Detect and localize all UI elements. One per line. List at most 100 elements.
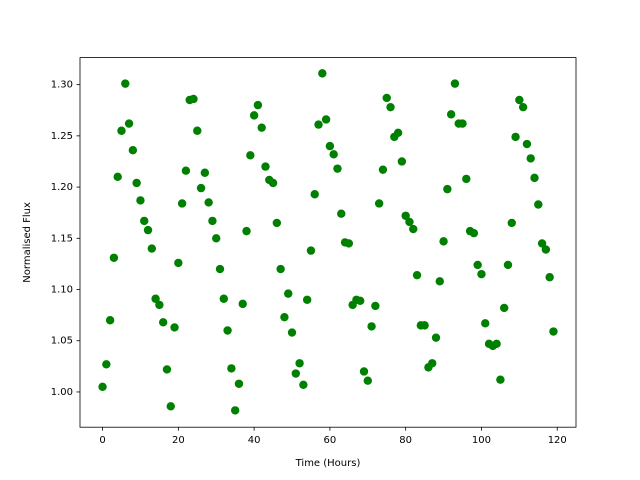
- data-point: [306, 246, 316, 255]
- data-point: [158, 318, 168, 327]
- data-point: [280, 312, 289, 322]
- data-point: [287, 328, 297, 337]
- data-point: [193, 126, 202, 135]
- x-axis-label: Time (Hours): [295, 458, 361, 469]
- data-point: [196, 183, 206, 193]
- data-point: [477, 269, 486, 279]
- data-point: [314, 120, 323, 129]
- data-point: [151, 294, 160, 303]
- data-point: [261, 162, 270, 171]
- data-point: [367, 322, 376, 331]
- data-point: [215, 264, 225, 274]
- data-point: [230, 406, 240, 415]
- data-point: [458, 119, 467, 128]
- plot-frame: [79, 57, 577, 428]
- data-point: [117, 126, 126, 135]
- y-tick-label: 1.25: [51, 131, 73, 142]
- data-point: [344, 239, 354, 248]
- data-point: [507, 218, 516, 228]
- data-point: [174, 258, 183, 268]
- data-point: [537, 239, 547, 248]
- data-point: [140, 216, 149, 226]
- x-tick-label: 40: [248, 435, 261, 446]
- y-tick-label: 1.00: [51, 387, 73, 398]
- y-tick-label: 1.10: [51, 285, 73, 296]
- data-point: [492, 339, 501, 349]
- data-point: [98, 382, 107, 392]
- data-point: [234, 379, 244, 388]
- data-point: [522, 139, 532, 149]
- data-point: [318, 69, 327, 78]
- data-point: [291, 369, 300, 378]
- data-point: [310, 190, 319, 199]
- y-tick-label: 1.15: [51, 233, 73, 244]
- data-point: [363, 376, 372, 385]
- x-tick-label: 120: [548, 435, 567, 446]
- data-point: [511, 132, 520, 142]
- data-point: [200, 168, 210, 177]
- data-point: [549, 327, 558, 336]
- data-point: [515, 95, 524, 105]
- data-point: [299, 380, 308, 389]
- data-point: [409, 224, 418, 234]
- data-point: [208, 216, 217, 226]
- data-point: [473, 260, 482, 270]
- data-point: [439, 237, 448, 246]
- data-point: [386, 102, 395, 112]
- x-tick-label: 80: [399, 435, 412, 446]
- data-point: [333, 164, 342, 173]
- data-point: [499, 303, 509, 313]
- data-point: [359, 367, 369, 376]
- x-tick-label: 60: [324, 435, 337, 446]
- data-point: [295, 359, 304, 368]
- data-point: [257, 123, 266, 132]
- data-point: [469, 228, 479, 238]
- data-point: [496, 375, 505, 384]
- data-point: [177, 199, 187, 208]
- data-point: [284, 289, 293, 298]
- data-point: [374, 199, 384, 208]
- data-point: [321, 115, 331, 124]
- data-point: [356, 296, 365, 305]
- y-axis-label: Normalised Flux: [22, 202, 33, 283]
- data-point: [219, 294, 228, 303]
- data-point: [162, 365, 172, 374]
- data-point: [170, 323, 179, 332]
- data-point: [181, 166, 191, 175]
- data-point: [143, 225, 153, 235]
- data-point: [431, 333, 441, 342]
- data-point: [204, 198, 213, 207]
- data-point: [249, 111, 259, 120]
- data-point: [147, 244, 157, 253]
- y-tick-label: 1.05: [51, 336, 73, 347]
- data-point: [325, 141, 335, 151]
- data-point: [276, 264, 285, 274]
- data-point: [450, 79, 460, 88]
- data-point: [105, 316, 115, 325]
- data-point: [518, 102, 528, 112]
- y-tick-label: 1.20: [51, 182, 73, 193]
- data-point: [412, 270, 422, 280]
- data-point: [121, 79, 130, 88]
- data-point: [393, 128, 403, 137]
- data-point: [246, 151, 255, 160]
- data-point: [189, 94, 198, 104]
- data-point: [253, 100, 263, 110]
- data-point: [128, 146, 138, 155]
- data-point: [124, 119, 134, 128]
- data-point: [428, 359, 437, 368]
- data-point: [530, 173, 539, 183]
- data-point: [113, 172, 122, 182]
- data-point: [503, 260, 513, 270]
- data-point: [541, 245, 551, 254]
- data-point: [545, 273, 554, 282]
- data-point: [302, 295, 312, 304]
- x-tick-label: 100: [472, 435, 491, 446]
- data-point: [526, 154, 535, 163]
- data-point: [534, 200, 543, 209]
- data-point: [462, 174, 471, 184]
- data-point: [420, 321, 429, 330]
- data-point: [443, 184, 452, 194]
- data-point: [109, 253, 119, 262]
